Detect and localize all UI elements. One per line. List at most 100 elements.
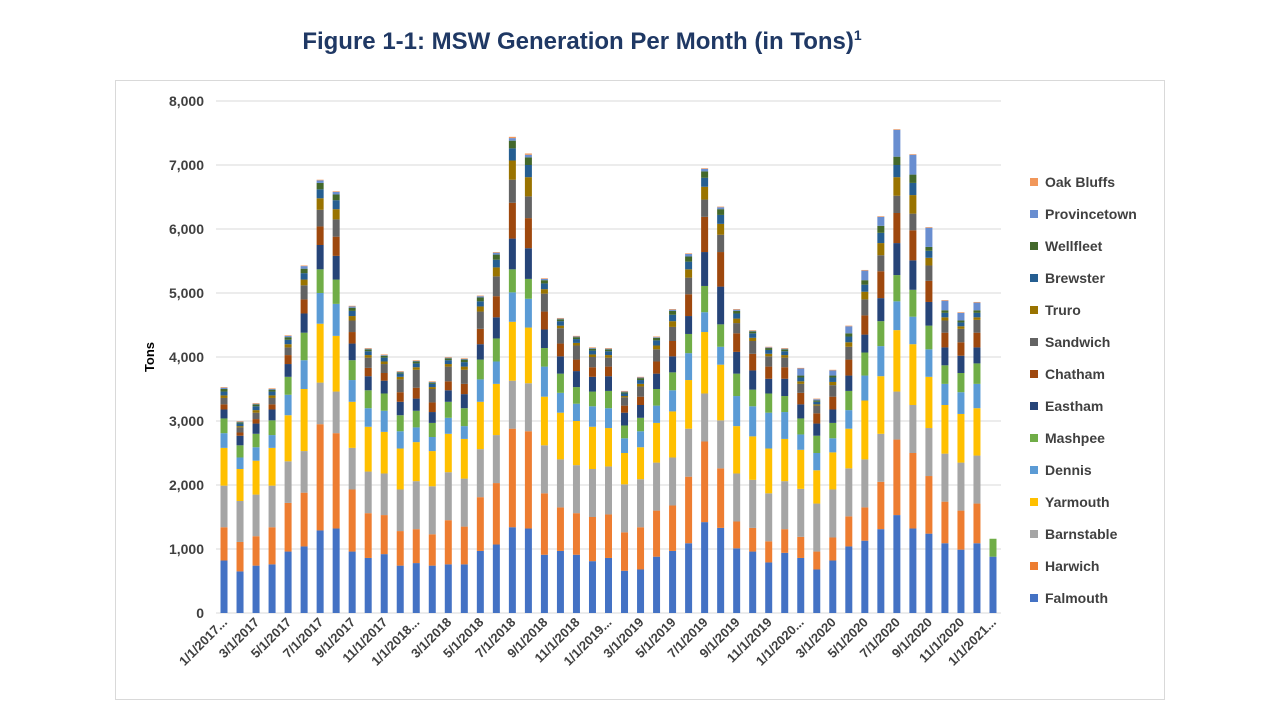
bar-segment-sandwich [765, 356, 773, 367]
bar-segment-eastham [813, 423, 821, 436]
bar-segment-harwich [957, 510, 965, 550]
bar-segment-falmouth [588, 561, 596, 613]
y-tick-label: 2,000 [169, 477, 204, 493]
bar-segment-yarmouth [508, 321, 516, 381]
bar-segment-sandwich [476, 311, 484, 329]
bar-segment-wellfleet [941, 310, 949, 313]
bar-segment-provincetown [605, 348, 612, 350]
bar-segment-barnstable [797, 488, 805, 537]
bar-segment-provincetown [749, 330, 757, 332]
bar-segment-chatham [460, 383, 468, 395]
bar-segment-eastham [556, 356, 564, 374]
bar-segment-harwich [829, 537, 837, 561]
bar-segment-mashpee [941, 365, 949, 384]
bar-segment-barnstable [685, 428, 693, 477]
chart-area-frame [115, 80, 1165, 700]
bar-segment-chatham [621, 405, 629, 413]
bar-segment-sandwich [460, 369, 468, 384]
bar-segment-sandwich [717, 234, 725, 253]
bar-segment-chatham [588, 367, 596, 377]
bar-segment-brewster [572, 339, 580, 343]
bar-segment-barnstable [909, 405, 917, 453]
bar-segment-dennis [669, 390, 677, 412]
bar-segment-mashpee [989, 538, 997, 557]
bar-segment-eastham [845, 375, 853, 391]
legend-label: Mashpee [1045, 430, 1105, 446]
bar-segment-yarmouth [572, 421, 580, 466]
bar-segment-dennis [380, 410, 388, 432]
bar-segment-yarmouth [220, 447, 228, 486]
bar-segment-harwich [492, 483, 500, 545]
bar-segment-provincetown [284, 335, 292, 338]
bar-segment-dennis [508, 292, 516, 322]
legend-item-oak-bluffs: Oak Bluffs [1030, 172, 1115, 192]
legend-swatch [1030, 242, 1038, 250]
bar-segment-brewster [300, 273, 308, 280]
legend-swatch [1030, 530, 1038, 538]
bar-segment-eastham [252, 423, 260, 434]
bar-segment-mashpee [428, 422, 436, 437]
bar-segment-harwich [396, 531, 404, 566]
bar-segment-wellfleet [444, 358, 452, 361]
bar-segment-sandwich [364, 357, 372, 368]
bar-segment-dennis [909, 316, 917, 345]
bar-segment-dennis [733, 396, 741, 427]
bar-segment-dennis [572, 403, 580, 421]
bar-segment-yarmouth [893, 330, 901, 392]
bar-segment-dennis [316, 293, 324, 324]
bar-segment-yarmouth [685, 380, 693, 429]
bar-segment-brewster [973, 312, 981, 318]
bar-segment-mashpee [685, 333, 693, 354]
legend-label: Barnstable [1045, 526, 1118, 542]
bar-segment-provincetown [877, 216, 885, 226]
bar-segment-sandwich [236, 427, 244, 433]
bar-segment-barnstable [893, 391, 901, 440]
bar-segment-eastham [444, 390, 452, 402]
bar-segment-mashpee [797, 418, 805, 435]
bar-segment-falmouth [252, 565, 260, 613]
bar-segment-oak-bluffs [829, 369, 837, 371]
bar-segment-dennis [797, 434, 805, 450]
bar-segment-falmouth [749, 551, 757, 613]
bar-segment-harwich [348, 489, 356, 552]
legend-swatch [1030, 498, 1038, 506]
bar-segment-yarmouth [444, 433, 452, 473]
bar-segment-truro [476, 306, 484, 312]
bar-segment-mashpee [717, 324, 725, 347]
legend-swatch [1030, 210, 1038, 218]
bar-segment-provincetown [637, 377, 645, 379]
bar-segment-wellfleet [460, 359, 468, 363]
bar-segment-barnstable [316, 382, 324, 425]
legend-item-eastham: Eastham [1030, 396, 1103, 416]
bar-segment-sandwich [829, 385, 837, 397]
bar-segment-yarmouth [316, 323, 324, 383]
bar-segment-truro [252, 410, 260, 413]
bar-segment-chatham [893, 213, 901, 244]
bar-segment-provincetown [813, 399, 821, 401]
bar-segment-barnstable [925, 428, 933, 477]
bar-segment-barnstable [973, 455, 981, 504]
bar-segment-brewster [412, 363, 420, 368]
bar-segment-falmouth [717, 527, 725, 613]
bar-segment-mashpee [588, 391, 596, 407]
bar-segment-dennis [813, 453, 821, 471]
bar-segment-eastham [284, 364, 292, 377]
bar-segment-yarmouth [765, 448, 773, 494]
bar-segment-brewster [941, 312, 949, 318]
bar-segment-yarmouth [332, 335, 340, 392]
bar-segment-eastham [925, 301, 933, 326]
bar-segment-truro [653, 345, 661, 350]
bar-segment-dennis [957, 392, 965, 414]
bar-segment-truro [861, 291, 869, 300]
bar-segment-yarmouth [829, 452, 837, 490]
legend-item-chatham: Chatham [1030, 364, 1105, 384]
bar-segment-chatham [973, 332, 981, 348]
bar-segment-dennis [476, 379, 484, 402]
bar-segment-chatham [909, 230, 917, 261]
bar-segment-harwich [749, 527, 757, 552]
bar-segment-harwich [316, 424, 324, 531]
bar-segment-barnstable [476, 449, 484, 498]
bar-segment-harwich [268, 527, 276, 565]
bar-segment-mashpee [284, 376, 292, 395]
